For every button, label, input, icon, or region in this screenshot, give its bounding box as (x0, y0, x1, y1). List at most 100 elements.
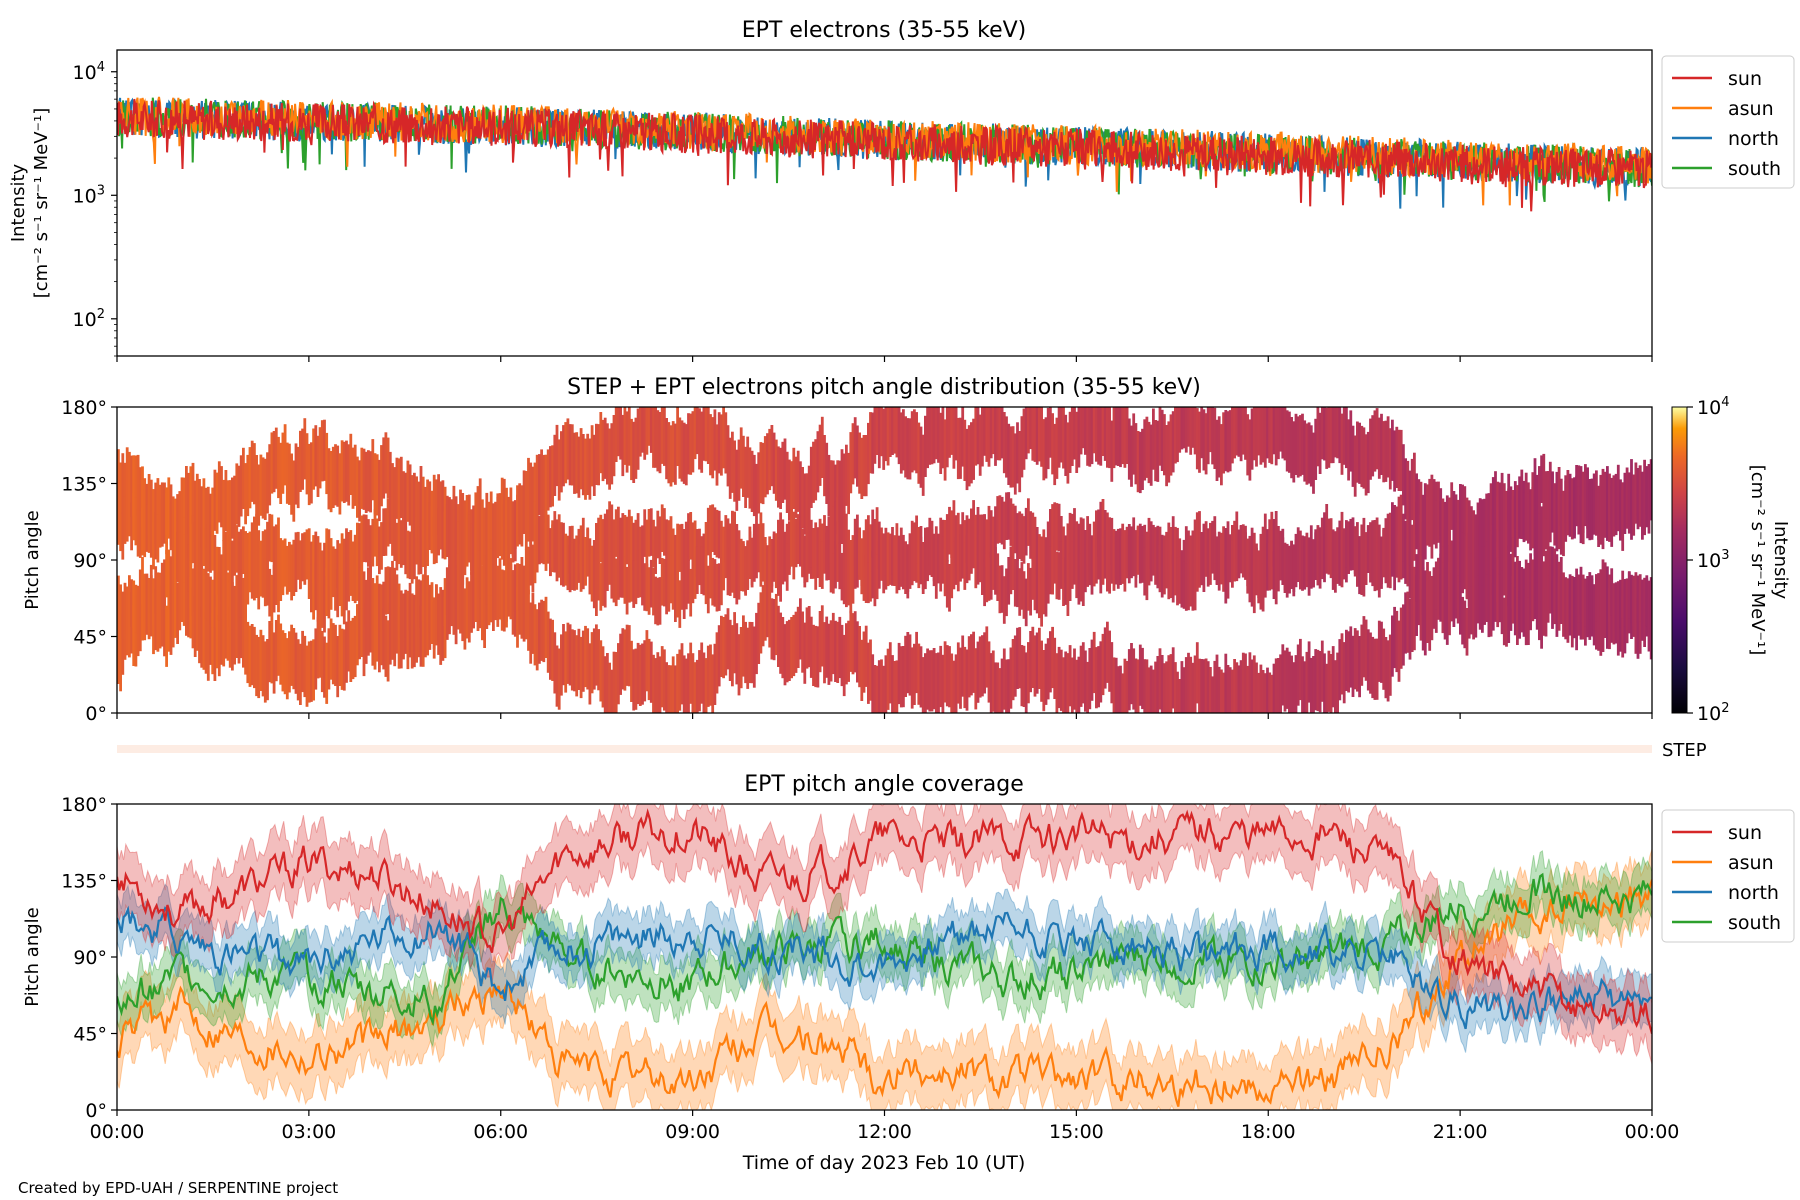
heatmap-cell (1538, 554, 1541, 616)
heatmap-cell (1634, 592, 1638, 654)
heatmap-cell (380, 604, 383, 666)
heatmap-cell (424, 520, 427, 568)
heatmap-cell (1277, 543, 1280, 592)
heatmap-cell (222, 605, 226, 667)
heatmap-cell (483, 507, 486, 556)
heatmap-cell (939, 412, 943, 474)
heatmap-cell (404, 472, 408, 534)
heatmap-cell (1388, 512, 1392, 561)
heatmap-cell (303, 532, 307, 580)
heatmap-cell (145, 504, 149, 552)
heatmap-cell (777, 519, 780, 568)
heatmap-cell (1053, 536, 1057, 584)
heatmap-cell (757, 602, 761, 664)
heatmap-cell (1005, 568, 1008, 617)
heatmap-cell (698, 537, 701, 586)
heatmap-cell (981, 547, 984, 595)
heatmap-cell (445, 567, 449, 615)
heatmap-cell (1327, 650, 1331, 712)
heatmap-cell (1406, 538, 1410, 587)
heatmap-cell (1456, 522, 1460, 584)
heatmap-cell (138, 467, 142, 529)
heatmap-cell (1202, 659, 1206, 713)
heatmap-cell (408, 531, 412, 580)
heatmap-cell (546, 611, 550, 673)
panel2-title: STEP + EPT electrons pitch angle distrib… (567, 375, 1201, 400)
heatmap-cell (919, 526, 923, 574)
heatmap-cell (246, 556, 250, 605)
heatmap-cell (1013, 635, 1017, 697)
heatmap-cell (998, 495, 1002, 543)
heatmap-cell (285, 638, 289, 700)
heatmap-cell (1112, 407, 1116, 469)
heatmap-cell (726, 518, 730, 566)
heatmap-cell (1498, 574, 1502, 623)
heatmap-cell (441, 589, 445, 638)
heatmap-cell (1380, 413, 1383, 475)
y-tick-label: 104 (1697, 395, 1729, 419)
heatmap-cell (1055, 551, 1059, 600)
heatmap-cell (842, 511, 846, 559)
heatmap-cell (991, 542, 995, 590)
heatmap-cell (1373, 410, 1377, 472)
heatmap-cell (568, 544, 572, 593)
heatmap-cell (1323, 653, 1326, 713)
heatmap-cell (717, 412, 721, 474)
heatmap-cell (1250, 527, 1254, 576)
heatmap-cell (967, 636, 971, 698)
heatmap-cell (886, 648, 890, 710)
heatmap-cell (263, 529, 267, 578)
heatmap-cell (590, 632, 594, 694)
y-tick-label: 103 (73, 183, 105, 207)
heatmap-cell (397, 583, 401, 632)
heatmap-cell (373, 509, 377, 557)
heatmap-cell (1500, 509, 1504, 571)
heatmap-cell (316, 536, 320, 584)
heatmap-cell (1579, 566, 1583, 615)
heatmap-cell (921, 434, 925, 496)
heatmap-cell (531, 493, 535, 542)
heatmap-cell (277, 614, 280, 676)
heatmap-cell (1241, 652, 1245, 713)
heatmap-cell (1494, 471, 1497, 519)
heatmap-cell (1024, 578, 1028, 627)
heatmap-cell (1452, 534, 1456, 597)
heatmap-cell (1068, 411, 1072, 473)
heatmap-cell (259, 629, 263, 691)
heatmap-cell (156, 590, 160, 652)
heatmap-cell (1130, 425, 1133, 487)
heatmap-cell (860, 437, 864, 499)
heatmap-cell (601, 558, 605, 606)
heatmap-cell (123, 496, 127, 544)
heatmap-cell (1077, 523, 1081, 572)
heatmap-cell (566, 535, 570, 584)
heatmap-cell (1496, 541, 1500, 603)
heatmap-cell (244, 569, 247, 618)
heatmap-cell (1009, 498, 1013, 546)
heatmap-cell (823, 526, 826, 574)
heatmap-cell (290, 624, 293, 686)
heatmap-cell (875, 551, 879, 600)
heatmap-cell (522, 565, 526, 614)
heatmap-cell (649, 407, 653, 453)
heatmap-cell (1070, 513, 1074, 562)
heatmap-cell (522, 486, 526, 534)
heatmap-cell (612, 651, 616, 713)
heatmap-cell (158, 500, 162, 548)
heatmap-cell (864, 519, 868, 567)
heatmap-cell (391, 463, 394, 525)
heatmap-cell (1487, 547, 1491, 609)
heatmap-cell (128, 488, 131, 537)
heatmap-cell (1099, 407, 1103, 466)
heatmap-cell (1134, 423, 1138, 485)
heatmap-cell (996, 496, 1000, 544)
heatmap-cell (160, 585, 164, 647)
heatmap-cell (404, 589, 408, 638)
heatmap-cell (768, 536, 772, 584)
heatmap-cell (347, 554, 351, 602)
heatmap-cell (1597, 573, 1600, 621)
heatmap-cell (1213, 407, 1217, 469)
heatmap-cell (1643, 577, 1646, 626)
heatmap-cell (369, 525, 372, 573)
heatmap-cell (312, 572, 315, 620)
